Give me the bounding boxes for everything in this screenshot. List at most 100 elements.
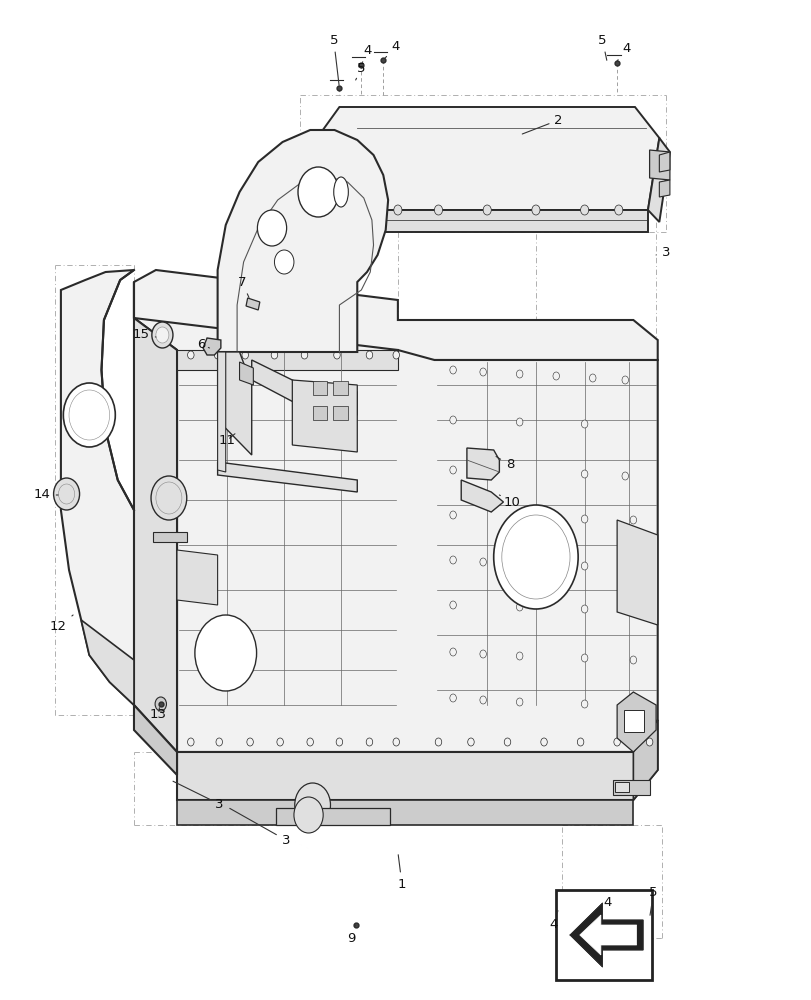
Circle shape	[156, 327, 169, 343]
Polygon shape	[152, 532, 187, 542]
Polygon shape	[177, 720, 657, 800]
Circle shape	[501, 515, 569, 599]
Polygon shape	[466, 448, 499, 480]
Circle shape	[479, 558, 486, 566]
Circle shape	[552, 372, 559, 380]
Bar	[623, 710, 643, 732]
Circle shape	[271, 351, 277, 359]
Text: 9: 9	[347, 925, 355, 944]
Circle shape	[298, 167, 338, 217]
Circle shape	[366, 351, 372, 359]
Circle shape	[479, 650, 486, 658]
Circle shape	[435, 738, 441, 746]
Circle shape	[366, 738, 372, 746]
Polygon shape	[81, 620, 134, 705]
Circle shape	[156, 482, 182, 514]
Circle shape	[629, 656, 636, 664]
Bar	[333, 406, 347, 420]
Text: 2: 2	[521, 113, 562, 134]
Polygon shape	[659, 180, 669, 197]
Polygon shape	[239, 362, 253, 385]
Text: 10: 10	[499, 495, 519, 508]
Polygon shape	[659, 152, 669, 172]
Circle shape	[581, 654, 587, 662]
Text: 6: 6	[197, 338, 209, 351]
Polygon shape	[251, 360, 357, 415]
Circle shape	[247, 738, 253, 746]
Circle shape	[195, 615, 256, 691]
Circle shape	[540, 738, 547, 746]
Circle shape	[449, 601, 456, 609]
Circle shape	[479, 696, 486, 704]
Polygon shape	[177, 800, 633, 825]
Polygon shape	[203, 338, 221, 355]
Polygon shape	[307, 107, 659, 210]
Polygon shape	[649, 150, 669, 180]
Circle shape	[621, 376, 628, 384]
Circle shape	[516, 560, 522, 568]
Circle shape	[449, 416, 456, 424]
Polygon shape	[134, 270, 657, 360]
Circle shape	[479, 468, 486, 476]
Text: 5: 5	[329, 33, 339, 85]
Circle shape	[449, 556, 456, 564]
Circle shape	[277, 738, 283, 746]
Circle shape	[577, 738, 583, 746]
Text: 11: 11	[219, 434, 235, 446]
Circle shape	[516, 513, 522, 521]
Text: 14: 14	[34, 488, 58, 502]
Circle shape	[434, 205, 442, 215]
Circle shape	[493, 505, 577, 609]
Polygon shape	[633, 720, 657, 800]
Circle shape	[516, 603, 522, 611]
Circle shape	[516, 418, 522, 426]
Polygon shape	[61, 270, 134, 705]
Text: 13: 13	[150, 708, 166, 720]
Circle shape	[216, 738, 222, 746]
Circle shape	[294, 783, 330, 827]
Circle shape	[294, 797, 323, 833]
Polygon shape	[616, 520, 657, 625]
Circle shape	[516, 698, 522, 706]
Circle shape	[307, 738, 313, 746]
Circle shape	[449, 366, 456, 374]
Circle shape	[58, 484, 75, 504]
Circle shape	[187, 351, 194, 359]
Circle shape	[449, 511, 456, 519]
Circle shape	[581, 562, 587, 570]
Bar	[333, 381, 347, 395]
Ellipse shape	[333, 177, 348, 207]
Polygon shape	[307, 152, 353, 232]
Polygon shape	[647, 138, 669, 222]
Text: 12: 12	[50, 615, 73, 634]
Circle shape	[581, 605, 587, 613]
Circle shape	[151, 476, 187, 520]
Bar	[312, 381, 327, 395]
Circle shape	[449, 466, 456, 474]
Polygon shape	[217, 352, 225, 472]
Circle shape	[449, 648, 456, 656]
Polygon shape	[134, 705, 177, 775]
Circle shape	[581, 515, 587, 523]
Circle shape	[479, 368, 486, 376]
Circle shape	[516, 652, 522, 660]
Circle shape	[581, 420, 587, 428]
Text: 3: 3	[655, 245, 669, 258]
Circle shape	[449, 694, 456, 702]
Polygon shape	[217, 130, 388, 352]
Polygon shape	[292, 380, 357, 452]
Polygon shape	[217, 352, 251, 455]
Circle shape	[504, 738, 510, 746]
Polygon shape	[246, 298, 260, 310]
Circle shape	[152, 322, 173, 348]
Circle shape	[257, 210, 286, 246]
Polygon shape	[134, 282, 177, 752]
Polygon shape	[612, 780, 649, 795]
Text: 1: 1	[397, 855, 406, 890]
Circle shape	[629, 564, 636, 572]
Circle shape	[580, 205, 588, 215]
Circle shape	[581, 700, 587, 708]
Circle shape	[393, 205, 401, 215]
Circle shape	[614, 205, 622, 215]
Circle shape	[531, 205, 539, 215]
